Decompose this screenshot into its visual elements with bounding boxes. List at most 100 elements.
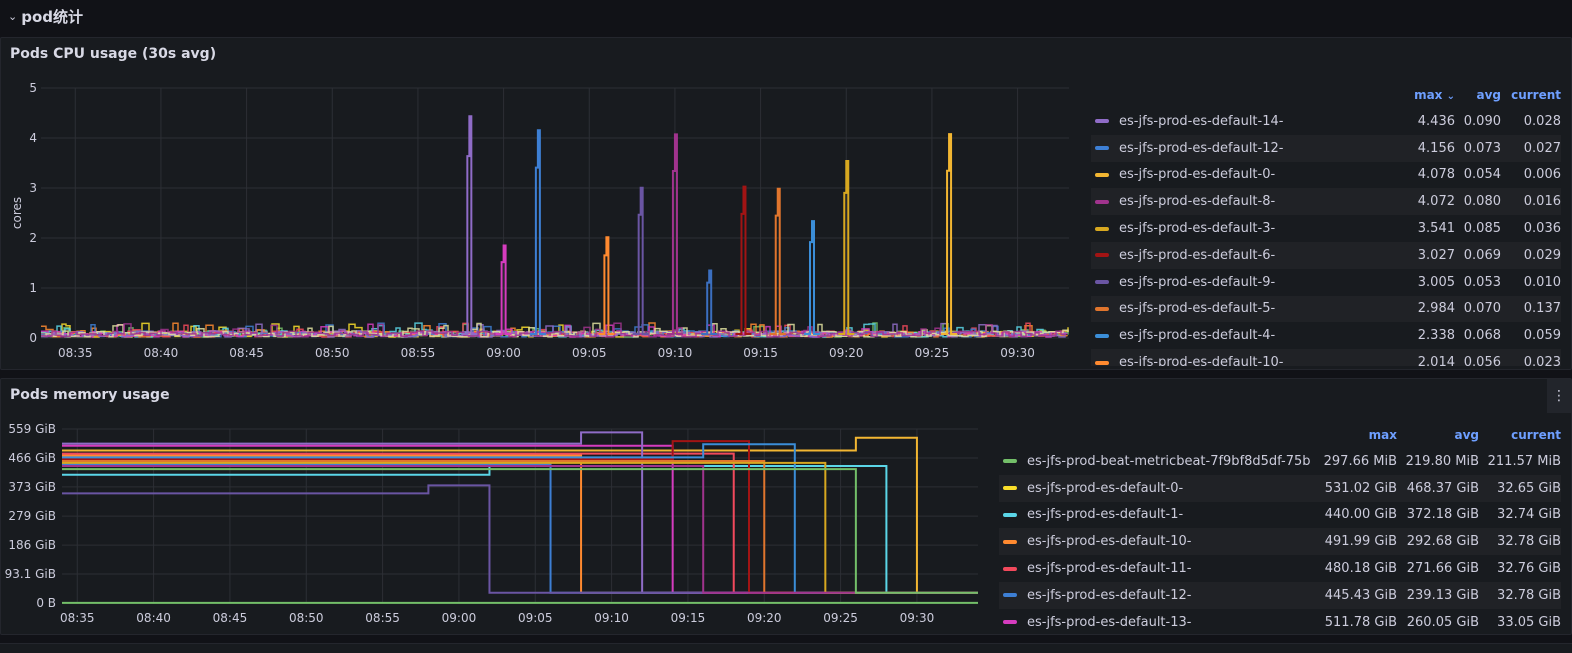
cpu-series-line	[735, 185, 752, 335]
series-color-swatch	[1095, 146, 1109, 151]
legend-current-value: 0.036	[1523, 221, 1561, 237]
cpu-series-line	[769, 187, 786, 335]
x-tick-label: 08:35	[60, 611, 95, 625]
legend-current-value: 0.006	[1523, 167, 1561, 183]
legend-avg-value: 219.80 MiB	[1405, 453, 1479, 469]
legend-header-current[interactable]: current	[1511, 428, 1561, 442]
cpu-series-line	[461, 115, 478, 335]
x-tick-label: 09:05	[518, 611, 553, 625]
legend-current-value: 211.57 MiB	[1487, 453, 1561, 469]
series-name: es-jfs-prod-es-default-6-	[1119, 247, 1276, 263]
series-name: es-jfs-prod-es-default-13-	[1027, 614, 1192, 630]
row-title: pod统计	[21, 7, 83, 26]
legend-avg-value: 0.070	[1463, 301, 1501, 317]
legend-row[interactable]: es-jfs-prod-es-default-9- 3.005 0.053 0.010	[1091, 269, 1561, 296]
x-tick-label: 09:10	[594, 611, 629, 625]
legend-max-value: 2.014	[1417, 355, 1455, 366]
legend-max-value: 3.541	[1417, 221, 1455, 237]
legend-row[interactable]: es-jfs-prod-es-default-1- 440.00 GiB 372.1…	[999, 502, 1561, 529]
y-tick-label: 186 GiB	[8, 538, 56, 552]
legend-current-value: 32.78 GiB	[1497, 587, 1561, 603]
legend-row[interactable]: es-jfs-prod-es-default-4- 2.338 0.068 0.059	[1091, 322, 1561, 349]
legend-row[interactable]: es-jfs-prod-es-default-13- 511.78 GiB 260.…	[999, 609, 1561, 636]
legend-row[interactable]: es-jfs-prod-es-default-3- 3.541 0.085 0.036	[1091, 215, 1561, 242]
series-name: es-jfs-prod-es-default-10-	[1119, 355, 1284, 366]
legend-current-value: 0.027	[1523, 140, 1561, 156]
series-name: es-jfs-prod-es-default-12-	[1119, 140, 1284, 156]
legend-avg-value: 239.13 GiB	[1406, 587, 1479, 603]
legend-row[interactable]: es-jfs-prod-es-default-8- 4.072 0.080 0.016	[1091, 188, 1561, 216]
memory-legend-table: max avg current es-jfs-prod-beat-metricb…	[999, 422, 1561, 636]
series-name: es-jfs-prod-es-default-11-	[1027, 561, 1192, 577]
x-tick-label: 09:15	[671, 611, 706, 625]
x-tick-label: 08:50	[315, 346, 350, 360]
x-tick-label: 08:35	[58, 346, 93, 360]
series-name: es-jfs-prod-es-default-12-	[1027, 587, 1192, 603]
series-color-swatch	[1095, 306, 1109, 311]
x-tick-label: 08:50	[289, 611, 324, 625]
legend-row[interactable]: es-jfs-prod-beat-metricbeat-7f9bf8d5df-7…	[999, 448, 1561, 475]
legend-avg-value: 0.090	[1463, 113, 1501, 129]
series-color-swatch	[1003, 512, 1017, 517]
cpu-baseline-series	[41, 322, 1066, 338]
series-color-swatch	[1003, 459, 1017, 464]
legend-row[interactable]: es-jfs-prod-es-default-5- 2.984 0.070 0.137	[1091, 295, 1561, 323]
y-axis-label: cores	[10, 197, 24, 229]
cpu-series-line	[632, 186, 649, 335]
legend-current-value: 32.65 GiB	[1497, 480, 1561, 496]
legend-max-value: 3.005	[1417, 274, 1455, 290]
legend-header-max[interactable]: max	[1368, 428, 1397, 442]
legend-row[interactable]: es-jfs-prod-es-default-6- 3.027 0.069 0.029	[1091, 241, 1561, 269]
y-tick-label: 3	[29, 181, 37, 195]
memory-usage-chart: 08:35 08:40 08:45 08:50 08:55 09:00 09:05 09:10…	[5, 422, 978, 625]
x-tick-label: 09:30	[1000, 346, 1035, 360]
legend-row[interactable]: es-jfs-prod-es-default-0- 4.078 0.054 0.006	[1091, 162, 1561, 189]
legend-current-value: 33.05 GiB	[1497, 614, 1561, 630]
memory-series-line	[62, 484, 978, 594]
x-tick-label: 08:45	[229, 346, 264, 360]
legend-header-avg[interactable]: avg	[1454, 428, 1479, 442]
legend-max-value: 440.00 GiB	[1324, 507, 1397, 523]
legend-avg-value: 0.073	[1463, 140, 1501, 156]
y-tick-label: 0 B	[36, 596, 56, 610]
series-color-swatch	[1095, 280, 1109, 285]
series-name: es-jfs-prod-es-default-1-	[1027, 507, 1184, 523]
legend-avg-value: 260.05 GiB	[1406, 614, 1479, 630]
y-tick-label: 1	[29, 281, 37, 295]
legend-current-value: 0.028	[1523, 113, 1561, 129]
legend-current-value: 0.137	[1523, 301, 1561, 317]
legend-row[interactable]: es-jfs-prod-es-default-14- 4.436 0.090 0.02…	[1091, 108, 1561, 135]
legend-row[interactable]: es-jfs-prod-es-default-10- 491.99 GiB 292.…	[999, 528, 1561, 556]
series-color-swatch	[1095, 172, 1109, 177]
legend-row[interactable]: es-jfs-prod-es-default-0- 531.02 GiB 468.3…	[999, 474, 1561, 502]
chevron-down-icon[interactable]: ⌄	[8, 9, 18, 23]
panel-title[interactable]: Pods CPU usage (30s avg)	[10, 46, 217, 62]
legend-header-current[interactable]: current	[1511, 88, 1561, 102]
y-tick-label: 2	[29, 231, 37, 245]
legend-current-value: 0.016	[1523, 194, 1561, 210]
legend-row[interactable]: es-jfs-prod-es-default-12- 4.156 0.073 0.02…	[1091, 134, 1561, 162]
legend-current-value: 0.010	[1523, 274, 1561, 290]
legend-row[interactable]: es-jfs-prod-es-default-12- 445.43 GiB 239.…	[999, 581, 1561, 609]
series-name: es-jfs-prod-es-default-10-	[1027, 534, 1192, 550]
x-tick-label: 09:00	[486, 346, 521, 360]
series-color-swatch	[1003, 620, 1017, 625]
legend-current-value: 32.76 GiB	[1497, 561, 1561, 577]
legend-row[interactable]: es-jfs-prod-es-default-11- 480.18 GiB 271.…	[999, 555, 1561, 582]
series-color-swatch	[1095, 226, 1109, 231]
kebab-menu-icon[interactable]: ⋮	[1547, 379, 1571, 413]
legend-avg-value: 468.37 GiB	[1406, 480, 1479, 496]
legend-max-value: 297.66 MiB	[1323, 453, 1397, 469]
series-name: es-jfs-prod-es-default-0-	[1027, 480, 1184, 496]
x-tick-label: 09:20	[829, 346, 864, 360]
legend-header-avg[interactable]: avg	[1476, 88, 1501, 102]
x-tick-label: 09:05	[572, 346, 607, 360]
panel-title[interactable]: Pods memory usage	[10, 387, 170, 403]
y-tick-label: 373 GiB	[8, 480, 56, 494]
legend-header-max[interactable]: max ⌄	[1414, 88, 1455, 102]
legend-max-value: 531.02 GiB	[1324, 480, 1397, 496]
legend-row[interactable]: es-jfs-prod-es-default-10- 2.014 0.056 0.02…	[1091, 349, 1561, 366]
series-name: es-jfs-prod-es-default-9-	[1119, 274, 1276, 290]
cpu-series-line	[598, 236, 615, 335]
row-header-pod-stats[interactable]: ⌄ pod统计	[0, 0, 1572, 32]
